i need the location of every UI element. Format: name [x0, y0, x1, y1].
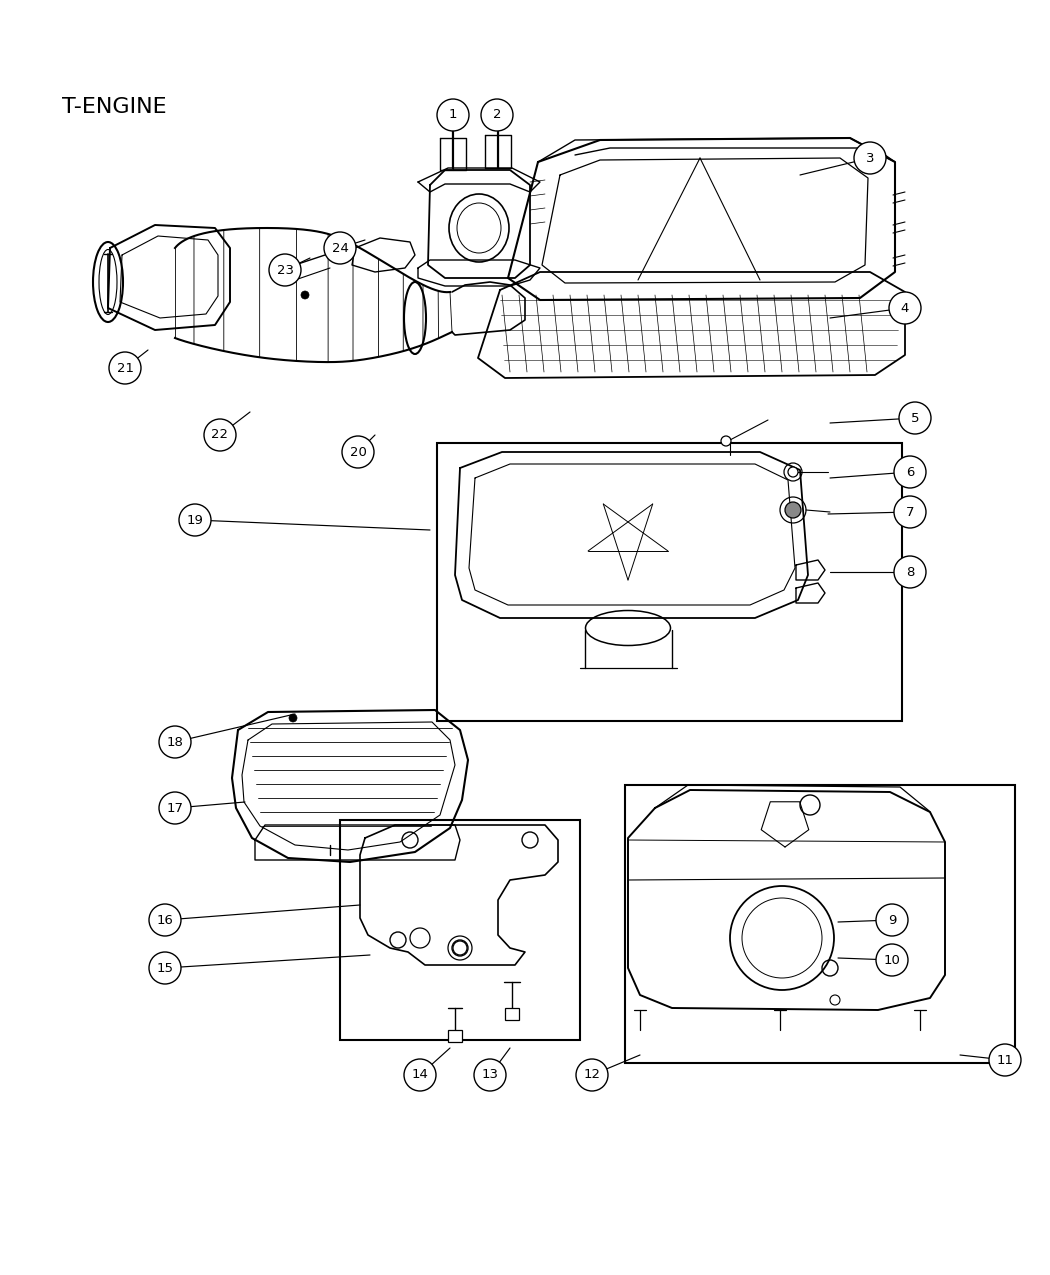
Text: 12: 12 [584, 1068, 601, 1081]
Circle shape [342, 436, 374, 468]
Text: T-ENGINE: T-ENGINE [62, 97, 167, 117]
Circle shape [889, 292, 921, 324]
Text: 19: 19 [187, 514, 204, 527]
Text: 15: 15 [156, 961, 173, 974]
Text: 11: 11 [996, 1053, 1013, 1066]
Circle shape [149, 952, 181, 984]
Text: 20: 20 [350, 445, 366, 459]
Circle shape [894, 556, 926, 588]
Circle shape [876, 944, 908, 975]
Text: 16: 16 [156, 913, 173, 927]
Circle shape [785, 502, 801, 518]
Circle shape [788, 467, 798, 477]
Circle shape [269, 254, 301, 286]
Circle shape [149, 904, 181, 936]
Circle shape [474, 1060, 506, 1091]
Circle shape [989, 1044, 1021, 1076]
Text: 14: 14 [412, 1068, 428, 1081]
Circle shape [109, 352, 141, 384]
Text: 24: 24 [332, 241, 349, 255]
Circle shape [830, 994, 840, 1005]
Circle shape [437, 99, 469, 131]
Circle shape [159, 792, 191, 824]
Circle shape [721, 436, 731, 446]
Text: 17: 17 [167, 802, 184, 815]
Text: 4: 4 [901, 301, 909, 315]
Text: 18: 18 [167, 736, 184, 748]
Text: 13: 13 [482, 1068, 499, 1081]
Circle shape [876, 904, 908, 936]
Text: 21: 21 [117, 362, 133, 375]
Circle shape [301, 291, 309, 300]
Circle shape [481, 99, 513, 131]
Text: 10: 10 [883, 954, 901, 966]
Circle shape [854, 142, 886, 173]
Circle shape [404, 1060, 436, 1091]
Circle shape [576, 1060, 608, 1091]
Bar [625, 785, 1015, 1063]
Text: 9: 9 [888, 913, 897, 927]
Text: 7: 7 [906, 505, 915, 519]
Circle shape [204, 419, 236, 451]
Bar [340, 820, 580, 1040]
Circle shape [289, 714, 297, 722]
Text: 22: 22 [211, 428, 229, 441]
Bar [448, 1030, 462, 1042]
Text: 6: 6 [906, 465, 915, 478]
Text: 5: 5 [910, 412, 919, 425]
Bar [505, 1009, 519, 1020]
Circle shape [178, 504, 211, 536]
Bar [437, 442, 902, 720]
Text: 23: 23 [276, 264, 294, 277]
Circle shape [894, 496, 926, 528]
Circle shape [899, 402, 931, 434]
Text: 2: 2 [492, 108, 501, 121]
Text: 1: 1 [448, 108, 457, 121]
Text: 8: 8 [906, 566, 915, 579]
Circle shape [324, 232, 356, 264]
Circle shape [894, 456, 926, 488]
Text: 3: 3 [866, 152, 875, 164]
Circle shape [159, 725, 191, 759]
